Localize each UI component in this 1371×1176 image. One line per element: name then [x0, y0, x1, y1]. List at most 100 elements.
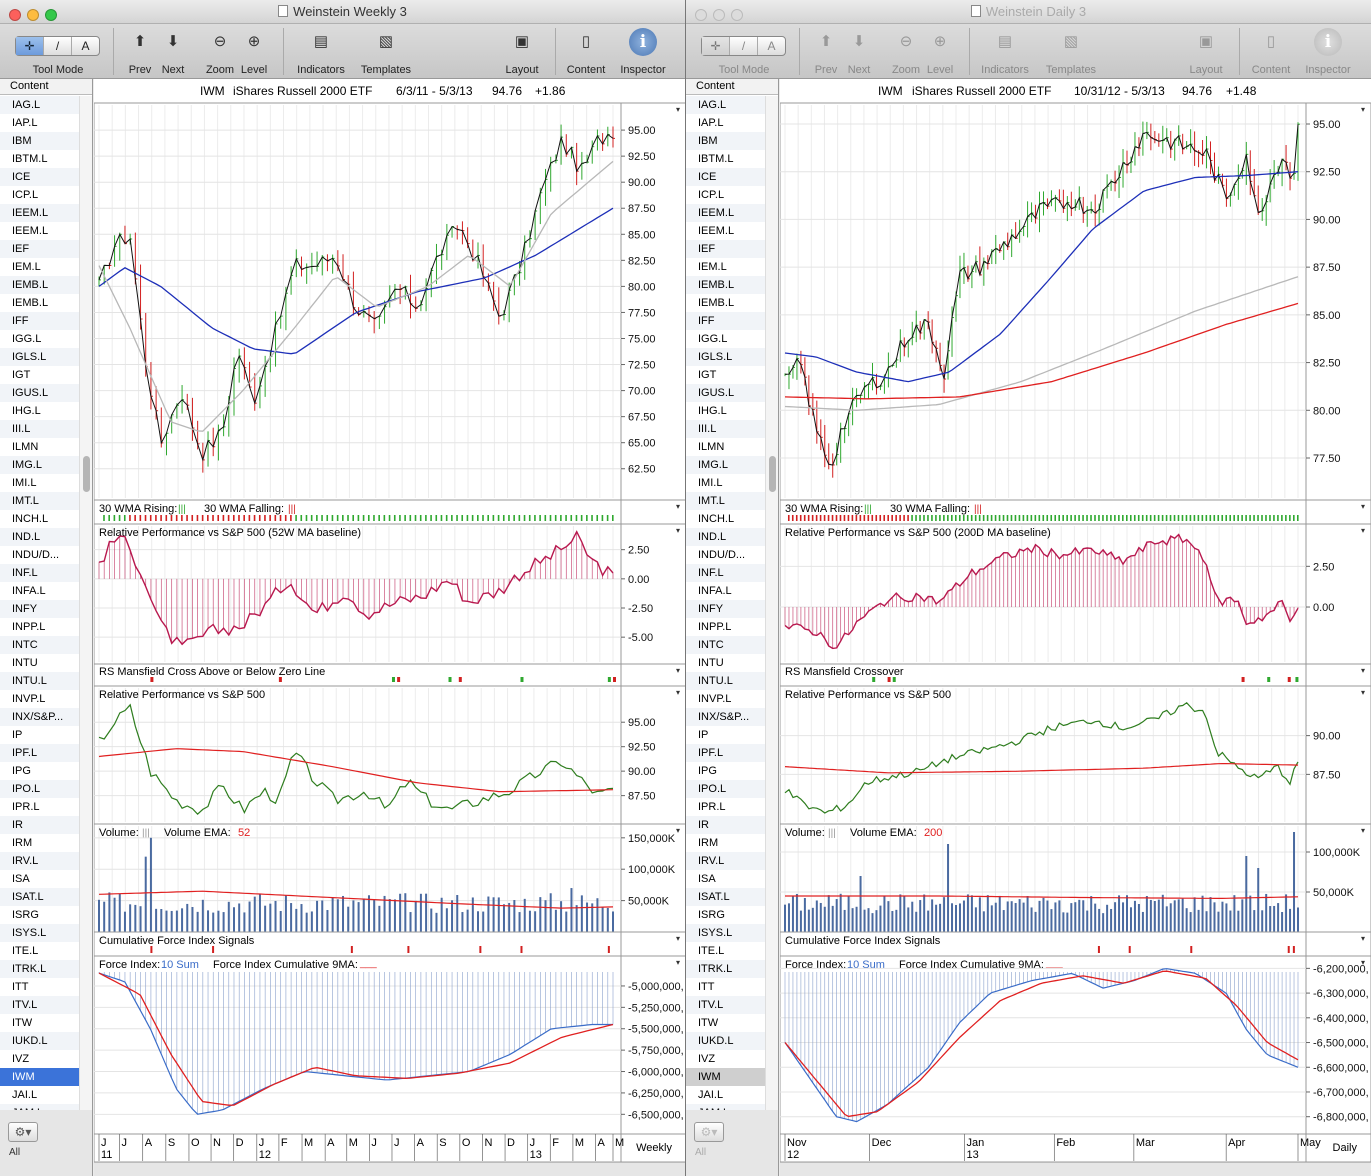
- symbol-list-item[interactable]: INVP.L: [698, 693, 732, 705]
- symbol-list-item[interactable]: IGUS.L: [686, 384, 766, 402]
- symbol-list-item[interactable]: IEEM.L: [698, 225, 735, 237]
- text-tool-icon[interactable]: A: [767, 39, 776, 53]
- symbol-list-item[interactable]: IP: [12, 729, 23, 741]
- symbol-list-item[interactable]: INVP.L: [12, 693, 46, 705]
- symbol-list-item[interactable]: JAI.L: [12, 1089, 38, 1101]
- symbol-list-item[interactable]: ISA: [12, 873, 30, 885]
- symbol-list-item[interactable]: IP: [698, 729, 709, 741]
- symbol-list-item[interactable]: IRV.L: [0, 852, 80, 870]
- tool-mode-segment[interactable]: ✛ / A: [701, 36, 786, 56]
- symbol-list-item[interactable]: IEM.L: [12, 261, 41, 273]
- symbol-list-item[interactable]: III.L: [686, 420, 766, 438]
- symbol-list-item[interactable]: IMG.L: [686, 456, 766, 474]
- symbol-list-item[interactable]: IPO.L: [0, 780, 80, 798]
- scroll-thumb[interactable]: [83, 456, 90, 492]
- inspector-button[interactable]: i Inspector: [1299, 24, 1357, 79]
- symbol-list-item[interactable]: INF.L: [686, 564, 766, 582]
- sidebar-header[interactable]: Content: [686, 79, 778, 95]
- symbol-list-item[interactable]: ISA: [698, 873, 716, 885]
- symbol-list-item[interactable]: IMT.L: [0, 492, 80, 510]
- symbol-list-item[interactable]: ICE: [686, 168, 766, 186]
- symbol-list-item[interactable]: INDU/D...: [698, 549, 746, 561]
- symbol-list-item[interactable]: ITT: [12, 981, 29, 993]
- content-button[interactable]: ▯ Content: [562, 24, 610, 79]
- templates-button[interactable]: ▧ Templates: [1040, 24, 1102, 79]
- symbol-list-item[interactable]: IRM: [12, 837, 33, 849]
- symbol-list-item[interactable]: IPG: [698, 765, 717, 777]
- close-button[interactable]: [9, 9, 21, 21]
- symbol-list-item[interactable]: ICE: [0, 168, 80, 186]
- symbol-list-item[interactable]: IGT: [12, 369, 31, 381]
- symbol-list-item[interactable]: IR: [686, 816, 766, 834]
- symbol-list-item[interactable]: INTC: [0, 636, 80, 654]
- chart-svg[interactable]: IWM iShares Russell 2000 ETF 6/3/11 - 5/3/…: [94, 79, 686, 1176]
- zoom-out-button[interactable]: ⊖ Zoom: [203, 24, 237, 79]
- symbol-list-item[interactable]: ITRK.L: [686, 960, 766, 978]
- symbol-list-item[interactable]: ISAT.L: [686, 888, 766, 906]
- symbol-list-item[interactable]: IBM: [686, 132, 766, 150]
- symbol-list-item[interactable]: IPR.L: [698, 801, 726, 813]
- symbol-list-item[interactable]: IEEM.L: [686, 204, 766, 222]
- symbol-list-item[interactable]: IFF: [686, 312, 766, 330]
- zoom-out-button[interactable]: ⊖ Zoom: [889, 24, 923, 79]
- symbol-list-item[interactable]: ISYS.L: [0, 924, 80, 942]
- symbol-list-item[interactable]: IHG.L: [698, 405, 727, 417]
- symbol-list-item[interactable]: IEEM.L: [12, 225, 49, 237]
- tool-mode-control[interactable]: ✛ / A Tool Mode: [701, 24, 787, 79]
- symbol-list-item[interactable]: ITV.L: [0, 996, 80, 1014]
- symbol-list-item[interactable]: IAP.L: [698, 117, 724, 129]
- symbol-list-item[interactable]: IMT.L: [686, 492, 766, 510]
- symbol-list-item[interactable]: IBTM.L: [698, 153, 734, 165]
- zoom-button[interactable]: [45, 9, 57, 21]
- zoom-button[interactable]: [731, 9, 743, 21]
- symbol-list-item[interactable]: INCH.L: [698, 513, 735, 525]
- layout-button[interactable]: ▣ Layout: [500, 24, 544, 79]
- symbol-list-item[interactable]: IPG: [12, 765, 31, 777]
- symbol-list-item[interactable]: IPO.L: [686, 780, 766, 798]
- zoom-in-button[interactable]: ⊕ Level: [923, 24, 957, 79]
- symbol-list-item[interactable]: INPP.L: [698, 621, 732, 633]
- line-tool-icon[interactable]: /: [730, 37, 758, 55]
- sidebar-scrollbar[interactable]: [765, 96, 778, 1110]
- symbol-list-item[interactable]: IWM: [0, 1068, 80, 1086]
- symbol-list-item[interactable]: IR: [0, 816, 80, 834]
- zoom-in-button[interactable]: ⊕ Level: [237, 24, 271, 79]
- symbol-list-item[interactable]: IEM.L: [698, 261, 727, 273]
- tool-mode-segment[interactable]: ✛ / A: [15, 36, 100, 56]
- symbol-list-item[interactable]: INTU: [698, 657, 724, 669]
- indicators-button[interactable]: ▤ Indicators: [976, 24, 1034, 79]
- symbol-list-item[interactable]: IEMB.L: [12, 297, 49, 309]
- symbol-list-item[interactable]: IBM: [0, 132, 80, 150]
- symbol-list-item[interactable]: INX/S&P...: [686, 708, 766, 726]
- chart-svg[interactable]: IWM iShares Russell 2000 ETF 10/31/12 - 5/…: [780, 79, 1371, 1176]
- symbol-list-item[interactable]: IEMB.L: [0, 276, 80, 294]
- symbol-list-item[interactable]: INF.L: [0, 564, 80, 582]
- prev-button[interactable]: ⬆ Prev: [124, 24, 156, 79]
- symbol-list-item[interactable]: IVZ: [698, 1053, 716, 1065]
- symbol-list-item[interactable]: IEMB.L: [686, 276, 766, 294]
- crosshair-tool-icon[interactable]: ✛: [16, 37, 44, 55]
- symbol-list-item[interactable]: IGG.L: [12, 333, 42, 345]
- symbol-list-item[interactable]: IGT: [698, 369, 717, 381]
- symbol-list-item[interactable]: INFY: [686, 600, 766, 618]
- symbol-list-item[interactable]: ILMN: [12, 441, 39, 453]
- symbol-list-item[interactable]: IMG.L: [0, 456, 80, 474]
- symbol-list-item[interactable]: IGG.L: [698, 333, 728, 345]
- symbol-list-item[interactable]: IWM: [686, 1068, 766, 1086]
- symbol-list-item[interactable]: JAM.L: [686, 1104, 766, 1110]
- sidebar-scrollbar[interactable]: [79, 96, 92, 1110]
- symbol-list-item[interactable]: IPF.L: [686, 744, 766, 762]
- layout-button[interactable]: ▣ Layout: [1184, 24, 1228, 79]
- symbol-list-item[interactable]: ITE.L: [698, 945, 725, 957]
- symbol-list-item[interactable]: ITW: [12, 1017, 33, 1029]
- symbol-list-item[interactable]: INTC: [686, 636, 766, 654]
- symbol-list-item[interactable]: IGLS.L: [686, 348, 766, 366]
- gear-icon[interactable]: ⚙▾: [8, 1122, 38, 1142]
- tool-mode-control[interactable]: ✛ / A Tool Mode: [15, 24, 101, 79]
- symbol-list-item[interactable]: IPF.L: [0, 744, 80, 762]
- chart-area[interactable]: IWM iShares Russell 2000 ETF 10/31/12 - 5/…: [780, 79, 1371, 1163]
- symbol-list-item[interactable]: ISAT.L: [0, 888, 80, 906]
- inspector-button[interactable]: i Inspector: [614, 24, 672, 79]
- symbol-list-item[interactable]: INFY: [0, 600, 80, 618]
- symbol-list-item[interactable]: INTU.L: [686, 672, 766, 690]
